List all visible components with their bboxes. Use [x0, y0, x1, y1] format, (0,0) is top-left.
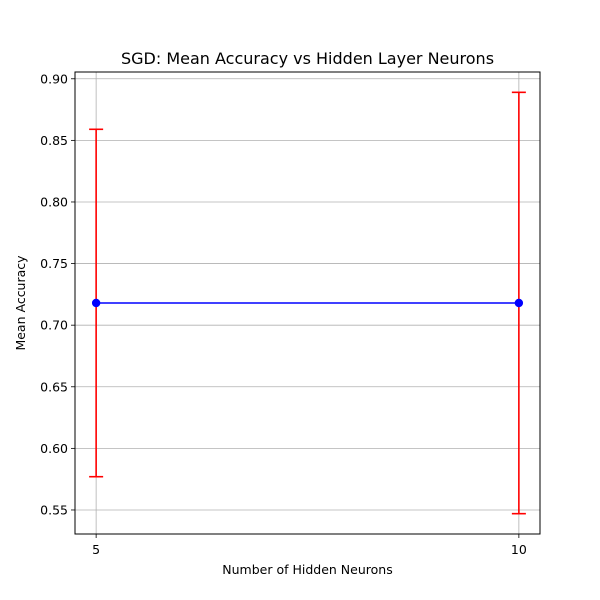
plot-frame [74, 71, 541, 535]
series-layer [89, 91, 526, 515]
y-tick-label: 0.55 [40, 502, 68, 517]
x-tick-label: 5 [92, 542, 100, 557]
y-tick-label: 0.75 [40, 256, 68, 271]
x-axis-label: Number of Hidden Neurons [222, 562, 392, 577]
data-point [91, 298, 101, 308]
y-tick-label: 0.60 [40, 441, 68, 456]
y-axis-label: Mean Accuracy [13, 255, 28, 351]
x-tick-label: 10 [511, 542, 527, 557]
chart-title: SGD: Mean Accuracy vs Hidden Layer Neuro… [121, 49, 494, 68]
y-tick-label: 0.65 [40, 379, 68, 394]
y-tick-label: 0.90 [40, 71, 68, 86]
y-tick-label: 0.70 [40, 318, 68, 333]
data-point [514, 298, 524, 308]
y-tick-label: 0.85 [40, 133, 68, 148]
ticks: 0.55 0.60 0.65 0.70 0.75 0.80 0.85 0.90 5 10 [40, 71, 527, 557]
y-tick-label: 0.80 [40, 194, 68, 209]
